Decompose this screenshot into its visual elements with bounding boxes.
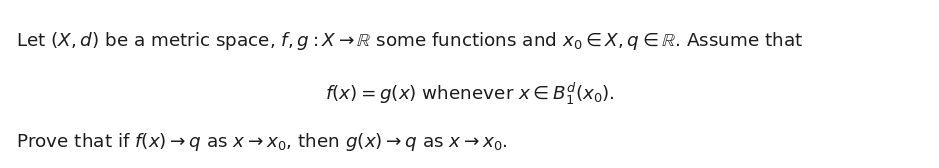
Text: Prove that if $f(x) \rightarrow q$ as $x \rightarrow x_0$, then $g(x) \rightarro: Prove that if $f(x) \rightarrow q$ as $x… (16, 131, 508, 153)
Text: Let $(X, d)$ be a metric space, $f, g: X \rightarrow \mathbb{R}$ some functions : Let $(X, d)$ be a metric space, $f, g: X… (16, 30, 803, 52)
Text: $f(x) = g(x)$ whenever $x \in B_1^d(x_0)$.: $f(x) = g(x)$ whenever $x \in B_1^d(x_0)… (325, 81, 614, 107)
